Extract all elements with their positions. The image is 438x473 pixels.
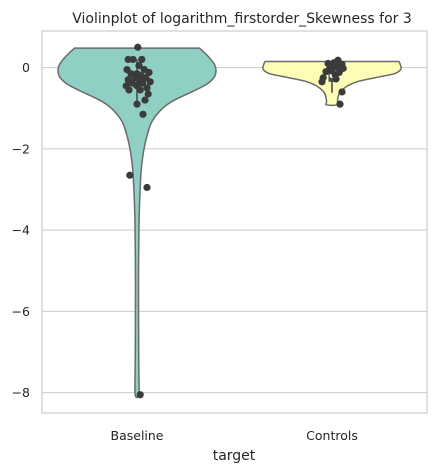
data-point — [146, 78, 154, 86]
data-point — [143, 84, 151, 92]
data-point — [322, 68, 330, 76]
x-axis-label: target — [213, 448, 256, 464]
jitter-points — [122, 43, 347, 399]
data-point — [134, 43, 142, 51]
y-tick-labels: 0 −2 −4 −6 −8 — [12, 60, 30, 400]
data-point — [138, 55, 146, 64]
grid-lines — [42, 67, 427, 394]
violin-body-baseline — [57, 47, 217, 399]
y-tick-label: −2 — [12, 141, 30, 156]
data-point — [136, 86, 144, 94]
data-point — [136, 391, 144, 399]
data-point — [125, 86, 133, 94]
chart-title: Violinplot of logarithm_firstorder_Skewn… — [72, 11, 412, 27]
violins — [57, 47, 402, 399]
y-tick-label: 0 — [22, 60, 30, 75]
data-point — [126, 171, 134, 179]
y-tick-label: −8 — [12, 385, 30, 400]
data-point — [139, 79, 147, 87]
data-point — [133, 100, 141, 108]
data-point — [145, 68, 153, 77]
data-point — [135, 61, 143, 70]
plot-frame — [41, 30, 428, 414]
data-point — [336, 100, 344, 108]
x-tick-label: Baseline — [111, 428, 164, 443]
x-tick-label: Controls — [306, 428, 358, 443]
y-tick-label: −6 — [12, 304, 30, 319]
data-point — [139, 110, 147, 118]
data-point — [143, 183, 151, 192]
x-tick-labels: Baseline Controls — [111, 428, 358, 443]
data-point — [129, 55, 137, 64]
data-point — [144, 90, 152, 98]
data-point — [318, 78, 326, 86]
data-point — [338, 88, 346, 96]
data-point — [333, 63, 341, 71]
data-point — [332, 75, 340, 83]
data-point — [141, 96, 149, 104]
y-tick-label: −4 — [12, 223, 30, 238]
